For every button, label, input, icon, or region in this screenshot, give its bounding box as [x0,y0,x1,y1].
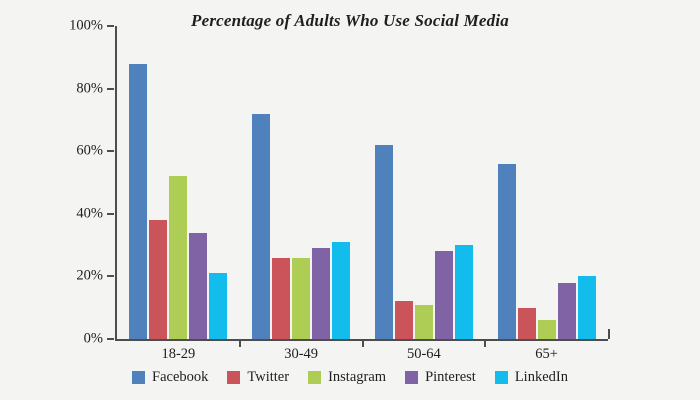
y-axis-line [115,26,117,341]
legend-swatch-twitter [227,371,241,384]
legend-swatch-pinterest [405,371,419,384]
plot-area: 18-29 30-49 50-64 65+ 0% 20% 40% 60% 80% 100% [69,18,610,362]
x-axis-label-30-49: 30-49 [284,346,319,362]
x-axis-tick-1 [238,339,241,347]
legend-label-linkedin: LinkedIn [514,369,568,385]
bar-linkedin-50-64 [454,245,473,339]
y-axis-label-80: 80% [76,80,103,97]
y-axis-label-40: 40% [76,205,103,222]
y-axis-tick-20 [107,275,114,278]
x-axis-label-18-29: 18-29 [161,346,196,362]
legend-item-instagram: Instagram [308,369,386,386]
legend-swatch-facebook [132,371,146,384]
bar-group-65+ [485,26,608,339]
legend-swatch-instagram [308,371,322,384]
bar-linkedin-18-29 [209,273,228,339]
x-axis-labels: 18-29 30-49 50-64 65+ [117,346,608,363]
bar-group-50-64 [363,26,486,339]
x-axis-tick-3 [484,339,487,347]
x-axis-tick-2 [361,339,364,347]
bar-instagram-18-29 [169,176,188,339]
legend-label-twitter: Twitter [247,369,290,385]
y-axis-tick-40 [107,212,114,215]
legend-item-facebook: Facebook [132,369,208,386]
bar-twitter-30-49 [272,257,291,339]
legend-label-pinterest: Pinterest [425,369,476,385]
bar-group-18-29 [117,26,240,339]
legend-label-facebook: Facebook [152,369,209,385]
y-axis-label-100: 100% [69,17,103,34]
y-axis-label-60: 60% [76,142,103,159]
bar-instagram-65+ [537,320,556,339]
bar-twitter-50-64 [394,301,413,339]
x-axis-endcap-tick [608,329,610,339]
bar-group-30-49 [240,26,363,339]
bar-pinterest-65+ [557,282,576,339]
chart-title: Percentage of Adults Who Use Social Medi… [191,11,509,30]
legend-item-linkedin: LinkedIn [494,369,568,386]
x-axis-label-65+: 65+ [535,346,558,362]
y-axis-label-20: 20% [76,267,103,284]
bar-facebook-30-49 [252,113,271,339]
y-axis-tick-80 [107,87,114,90]
bar-instagram-30-49 [292,257,311,339]
bar-linkedin-30-49 [332,241,351,339]
bar-pinterest-50-64 [434,251,453,339]
legend-item-pinterest: Pinterest [405,369,476,386]
bar-facebook-18-29 [129,63,148,339]
legend: Facebook Twitter Instagram Pinterest LinkedI… [0,369,700,386]
bar-pinterest-18-29 [189,232,208,339]
bar-twitter-18-29 [149,220,168,339]
bar-twitter-65+ [517,307,536,339]
bar-linkedin-65+ [577,276,596,339]
bar-facebook-50-64 [374,144,393,339]
bar-pinterest-30-49 [312,248,331,339]
legend-item-twitter: Twitter [227,369,289,386]
y-axis-tick-100 [107,25,114,27]
legend-label-instagram: Instagram [328,369,387,385]
bar-facebook-65+ [497,163,516,339]
y-axis-tick-60 [107,150,114,153]
bar-instagram-50-64 [414,304,433,339]
legend-swatch-linkedin [494,371,508,384]
y-axis-tick-0 [107,338,114,340]
y-axis-label-0: 0% [83,330,103,347]
x-axis-label-50-64: 50-64 [406,346,441,362]
